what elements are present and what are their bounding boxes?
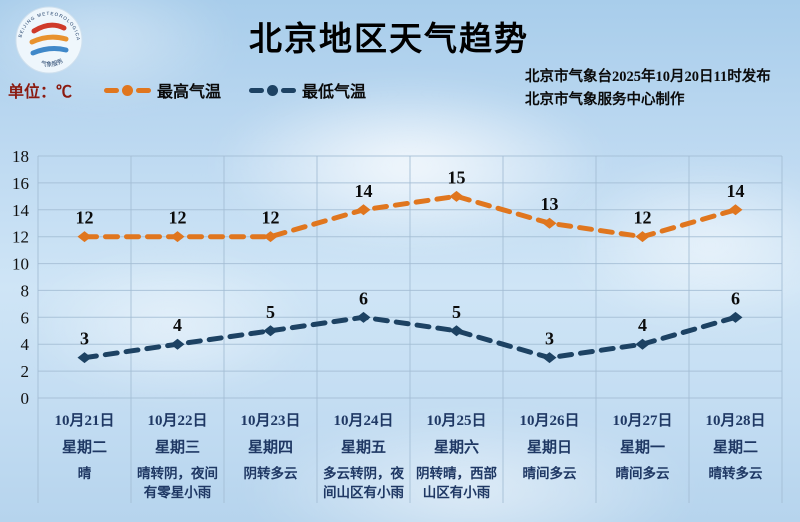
point-value-label: 12 (169, 208, 187, 228)
point-marker (542, 217, 557, 229)
svg-text:4: 4 (21, 335, 30, 354)
legend-label-low-temp: 最低气温 (302, 84, 367, 101)
forecast-day-cell: 10月26日 星期日晴间多云 (503, 404, 596, 516)
date-label: 10月26日 (519, 413, 580, 429)
point-value-label: 5 (266, 302, 275, 322)
point-marker (728, 204, 743, 216)
low-temp-line-swatch-icon (249, 84, 297, 96)
svg-text:10: 10 (12, 255, 29, 274)
date-label: 10月27日 (612, 413, 673, 429)
svg-text:6: 6 (21, 308, 30, 327)
point-value-label: 6 (359, 288, 368, 308)
weekday-label: 星期六 (433, 440, 479, 456)
legend-label-high-temp: 最高气温 (157, 84, 222, 101)
date-label: 10月24日 (333, 413, 394, 429)
weekday-label: 星期三 (154, 440, 200, 456)
weekday-label: 星期五 (340, 440, 386, 456)
point-value-label: 4 (173, 315, 182, 335)
weekday-label: 星期一 (619, 440, 665, 456)
x-axis-labels: 10月21日 星期二晴 10月22日 星期三 晴转阴，夜间有零星小雨 10月23日 星期四阴… (38, 404, 782, 516)
date-label: 10月21日 (54, 413, 115, 429)
point-value-label: 15 (448, 167, 466, 187)
series-low-temp: 3 4 5 6 5 3 4 6 (77, 288, 743, 364)
y-tick-labels: 0 2 4 6 8 10 12 14 16 18 (12, 147, 30, 408)
logo-swoosh-blue (30, 46, 69, 56)
forecast-day-cell: 10月22日 星期三晴转阴，夜间有零星小雨 (131, 404, 224, 516)
forecast-day-cell: 10月21日 星期二晴 (38, 404, 131, 516)
forecast-day-cell: 10月25日 星期六阴转晴，西部山区有小雨 (410, 404, 503, 516)
weather-label: 晴转阴，夜间有零星小雨 (137, 466, 218, 500)
svg-text:2: 2 (21, 362, 30, 381)
point-marker (449, 325, 464, 337)
unit-label: 单位：℃ (8, 84, 73, 101)
weekday-label: 星期四 (247, 440, 293, 456)
point-marker (170, 231, 185, 243)
point-value-label: 12 (262, 208, 280, 228)
svg-text:8: 8 (21, 281, 30, 300)
point-marker (77, 352, 92, 364)
point-value-label: 12 (76, 208, 94, 228)
point-marker (728, 311, 743, 323)
svg-text:12: 12 (12, 228, 29, 247)
svg-text:16: 16 (12, 174, 29, 193)
weather-label: 晴 (77, 466, 92, 481)
weekday-label: 星期日 (526, 440, 572, 456)
logo-swoosh-orange (29, 34, 69, 45)
point-value-label: 3 (545, 329, 554, 349)
point-marker (356, 204, 371, 216)
beijing-meteorological-service-logo-icon: BEIJING METEOROLOGICAL SERVICE 气象服务 (14, 5, 83, 74)
weather-label: 阴转晴，西部山区有小雨 (416, 466, 497, 500)
point-value-label: 12 (634, 208, 652, 228)
date-label: 10月22日 (147, 413, 208, 429)
high-temp-line-swatch-icon (104, 84, 152, 96)
point-marker (263, 325, 278, 337)
forecast-day-cell: 10月28日 星期二晴转多云 (689, 404, 782, 516)
svg-text:0: 0 (21, 389, 30, 408)
point-marker (635, 338, 650, 350)
weekday-label: 星期二 (712, 440, 758, 456)
date-label: 10月28日 (705, 413, 766, 429)
point-marker (77, 231, 92, 243)
point-marker (263, 231, 278, 243)
x-gridlines (37, 156, 783, 503)
date-label: 10月25日 (426, 413, 487, 429)
point-value-label: 5 (452, 302, 461, 322)
point-value-label: 14 (355, 181, 373, 201)
point-value-label: 13 (541, 194, 559, 214)
page-title: 北京地区天气趋势 (249, 22, 529, 58)
weekday-label: 星期二 (61, 440, 107, 456)
weather-label: 阴转多云 (243, 466, 298, 481)
point-marker (170, 338, 185, 350)
weather-label: 晴间多云 (522, 466, 577, 481)
logo-swoosh-red (31, 22, 67, 34)
forecast-day-cell: 10月24日 星期五多云转阴，夜间山区有小雨 (317, 404, 410, 516)
svg-text:气象服务: 气象服务 (40, 57, 65, 69)
weather-label: 晴转多云 (708, 466, 763, 481)
date-label: 10月23日 (240, 413, 301, 429)
weather-label: 多云转阴，夜间山区有小雨 (323, 466, 404, 500)
forecast-day-cell: 10月23日 星期四阴转多云 (224, 404, 317, 516)
weather-label: 晴间多云 (615, 466, 670, 481)
issued-info: 北京市气象台2025年10月20日11时发布 北京市气象服务中心制作 (525, 66, 795, 112)
point-value-label: 14 (727, 181, 745, 201)
series-high-temp: 12 12 12 14 15 13 12 14 (76, 167, 745, 243)
svg-text:14: 14 (12, 201, 30, 220)
issued-line-2: 北京市气象服务中心制作 (525, 92, 685, 108)
point-marker (542, 352, 557, 364)
point-marker (356, 311, 371, 323)
point-marker (449, 190, 464, 202)
legend: 单位：℃ 最高气温 最低气温 (8, 78, 394, 102)
point-value-label: 4 (638, 315, 647, 335)
point-value-label: 3 (80, 329, 89, 349)
point-value-label: 6 (731, 288, 740, 308)
legend-item-low-temp: 最低气温 (249, 78, 366, 102)
forecast-day-cell: 10月27日 星期一晴间多云 (596, 404, 689, 516)
point-marker (635, 231, 650, 243)
svg-text:18: 18 (12, 147, 29, 166)
issued-line-1: 北京市气象台2025年10月20日11时发布 (525, 69, 771, 85)
legend-item-high-temp: 最高气温 (104, 78, 221, 102)
